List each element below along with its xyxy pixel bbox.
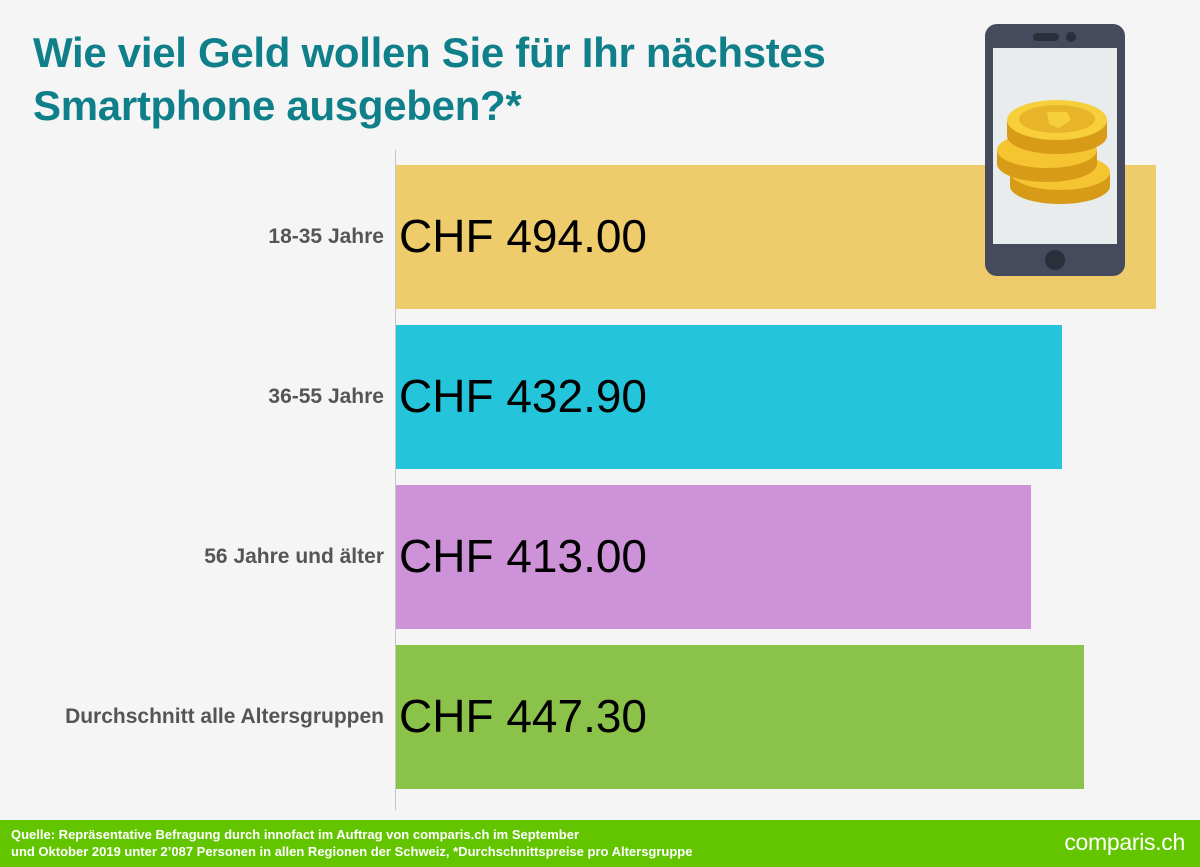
bar	[396, 645, 1084, 789]
category-axis-line	[395, 150, 396, 810]
source-line-2: und Oktober 2019 unter 2’087 Personen in…	[11, 844, 693, 859]
source-line-1: Quelle: Repräsentative Befragung durch i…	[11, 827, 580, 842]
brand-logo: comparis.ch	[1064, 829, 1185, 855]
value-label: CHF 432.90	[399, 370, 648, 422]
chart-title: Wie viel Geld wollen Sie für Ihr nächste…	[33, 29, 826, 129]
smartphone-with-coins-icon	[985, 24, 1125, 276]
category-label: 36-55 Jahre	[268, 385, 384, 408]
value-label: CHF 447.30	[399, 690, 648, 742]
category-label: 18-35 Jahre	[268, 225, 384, 248]
bar	[396, 325, 1062, 469]
value-label: CHF 413.00	[399, 530, 648, 582]
footer: Quelle: Repräsentative Befragung durch i…	[0, 820, 1200, 867]
value-label: CHF 494.00	[399, 210, 648, 262]
category-label: Durchschnitt alle Altersgruppen	[65, 705, 384, 728]
bar	[396, 485, 1031, 629]
source-note: Quelle: Repräsentative Befragung durch i…	[11, 826, 692, 860]
category-label: 56 Jahre und älter	[204, 545, 384, 568]
